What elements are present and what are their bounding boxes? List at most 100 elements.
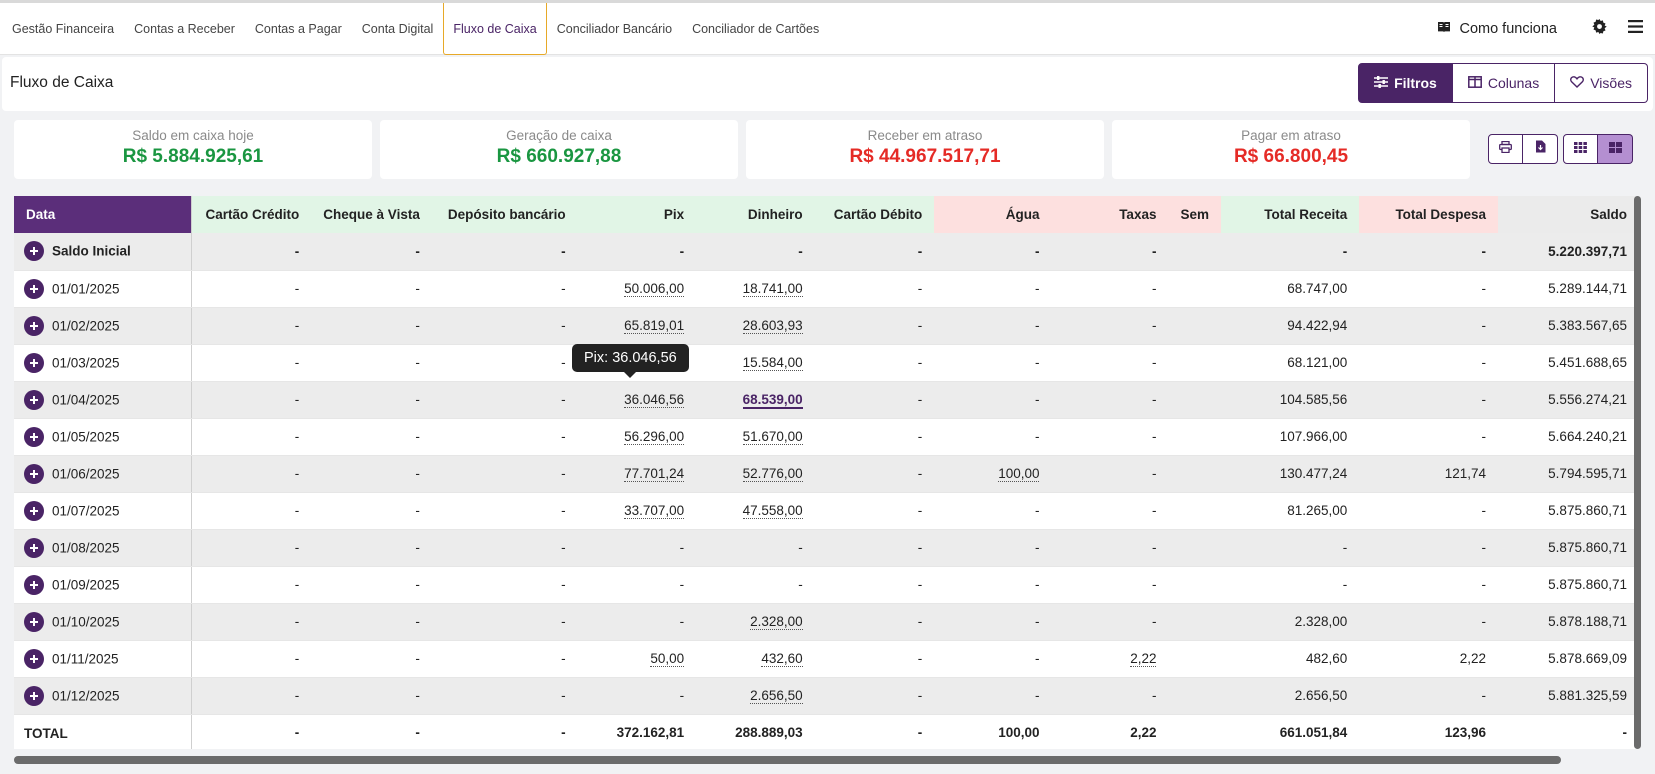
table-cell: -: [191, 270, 311, 307]
expand-row-button[interactable]: [24, 501, 44, 521]
expand-row-button[interactable]: [24, 538, 44, 558]
tab-conciliador-de-cartoes[interactable]: Conciliador de Cartões: [682, 3, 829, 55]
table-cell: -: [1359, 603, 1498, 640]
cell-value: -: [1152, 614, 1157, 629]
cell-value-link[interactable]: 100,00: [998, 466, 1039, 482]
tab-gestao-financeira[interactable]: Gestão Financeira: [2, 3, 124, 55]
table-cell: 36.046,56: [578, 381, 697, 418]
print-button[interactable]: [1488, 134, 1523, 164]
page-title: Fluxo de Caixa: [10, 74, 113, 92]
expand-row-button[interactable]: [24, 575, 44, 595]
cell-value-link[interactable]: 47.558,00: [743, 503, 803, 519]
cell-value-link[interactable]: 65.819,01: [624, 318, 684, 334]
cell-value: -: [295, 651, 300, 666]
cell-value-link[interactable]: 432,60: [761, 651, 802, 667]
table-cell: -: [191, 603, 311, 640]
cell-value-link[interactable]: 50.006,00: [624, 281, 684, 297]
table-cell: -: [1051, 529, 1168, 566]
tab-conciliador-bancario[interactable]: Conciliador Bancário: [547, 3, 682, 55]
cell-value: -: [798, 577, 803, 592]
table-cell: -: [311, 418, 432, 455]
columns-button[interactable]: Colunas: [1453, 63, 1555, 103]
cell-value-link[interactable]: 56.296,00: [624, 429, 684, 445]
table-cell: -: [311, 566, 432, 603]
tab-contas-a-receber[interactable]: Contas a Receber: [124, 3, 245, 55]
vertical-scrollbar[interactable]: [1634, 196, 1641, 749]
row-date-cell: 01/09/2025: [14, 566, 191, 603]
cell-value-link[interactable]: 2.328,00: [750, 614, 803, 630]
cell-value-link[interactable]: 52.776,00: [743, 466, 803, 482]
cell-value: -: [561, 651, 566, 666]
card-view-button[interactable]: [1598, 134, 1633, 164]
expand-row-button[interactable]: [24, 427, 44, 447]
cell-value: -: [918, 392, 923, 407]
cell-value: -: [1152, 429, 1157, 444]
cell-value-link[interactable]: 68.539,00: [743, 392, 803, 409]
how-it-works-link[interactable]: Como funciona: [1437, 21, 1557, 37]
menu-button[interactable]: [1617, 11, 1653, 47]
top-navbar: Gestão Financeira Contas a Receber Contas …: [0, 0, 1655, 55]
cell-value: 5.878.669,09: [1548, 651, 1627, 666]
expand-row-button[interactable]: [24, 649, 44, 669]
tab-fluxo-de-caixa[interactable]: Fluxo de Caixa: [443, 3, 546, 55]
cell-value: -: [1481, 318, 1486, 333]
cell-value: 5.220.397,71: [1548, 244, 1627, 259]
cell-value: -: [415, 577, 420, 592]
cell-value-link[interactable]: 33.707,00: [624, 503, 684, 519]
cell-value: -: [1035, 688, 1040, 703]
tab-conta-digital[interactable]: Conta Digital: [352, 3, 444, 55]
horizontal-scrollbar[interactable]: [14, 756, 1561, 764]
filters-button[interactable]: Filtros: [1358, 63, 1453, 103]
expand-row-button[interactable]: [24, 353, 44, 373]
table-cell: 2,22: [1359, 640, 1498, 677]
settings-button[interactable]: [1581, 11, 1617, 47]
cell-value: -: [1152, 466, 1157, 481]
table-cell: -: [191, 677, 311, 714]
cell-value-link[interactable]: 36.046,56: [624, 392, 684, 408]
expand-row-button[interactable]: [24, 279, 44, 299]
expand-row-button[interactable]: [24, 316, 44, 336]
cell-value-link[interactable]: 15.584,00: [743, 355, 803, 371]
cell-value: -: [561, 244, 566, 259]
cell-value: -: [561, 281, 566, 296]
cell-value-link[interactable]: 18.741,00: [743, 281, 803, 297]
expand-row-button[interactable]: [24, 464, 44, 484]
cell-value-link[interactable]: 28.603,93: [743, 318, 803, 334]
cell-value-link[interactable]: 2,22: [1130, 651, 1156, 667]
cell-value: -: [680, 540, 685, 555]
cell-value: -: [1481, 540, 1486, 555]
table-cell: -: [311, 640, 432, 677]
cell-value: 5.556.274,21: [1548, 392, 1627, 407]
kpi-value: R$ 5.884.925,61: [14, 146, 372, 168]
expand-row-button[interactable]: [24, 390, 44, 410]
table-cell: -: [432, 492, 578, 529]
tab-contas-a-pagar[interactable]: Contas a Pagar: [245, 3, 352, 55]
table-cell: 2.328,00: [696, 603, 815, 640]
cell-value: 68.747,00: [1287, 281, 1347, 296]
expand-row-button[interactable]: [24, 612, 44, 632]
expand-row-button[interactable]: [24, 686, 44, 706]
export-file-button[interactable]: [1523, 134, 1558, 164]
cell-value: -: [561, 318, 566, 333]
table-cell: -: [1221, 529, 1359, 566]
table-cell: 68.121,00: [1221, 344, 1359, 381]
table-cell: 5.383.567,65: [1498, 307, 1639, 344]
row-label: 01/07/2025: [52, 503, 120, 518]
cell-value: 5.451.688,65: [1548, 355, 1627, 370]
cell-value-link[interactable]: 50,00: [650, 651, 684, 667]
cell-value: -: [415, 688, 420, 703]
table-cell: 432,60: [696, 640, 815, 677]
expand-row-button[interactable]: [24, 241, 44, 261]
grid-view-button[interactable]: [1563, 134, 1598, 164]
cell-value-link[interactable]: 51.670,00: [743, 429, 803, 445]
cell-value-link[interactable]: 2.656,50: [750, 688, 803, 704]
file-download-icon: [1535, 140, 1546, 158]
cell-value: -: [295, 429, 300, 444]
cell-value: -: [415, 392, 420, 407]
cell-value-link[interactable]: 77.701,24: [624, 466, 684, 482]
table-cell: -: [815, 344, 935, 381]
table-cell: 5.875.860,71: [1498, 529, 1639, 566]
kpi-card: Receber em atraso R$ 44.967.517,71: [746, 120, 1104, 179]
table-cell: -: [934, 603, 1051, 640]
views-button[interactable]: Visões: [1555, 63, 1648, 103]
